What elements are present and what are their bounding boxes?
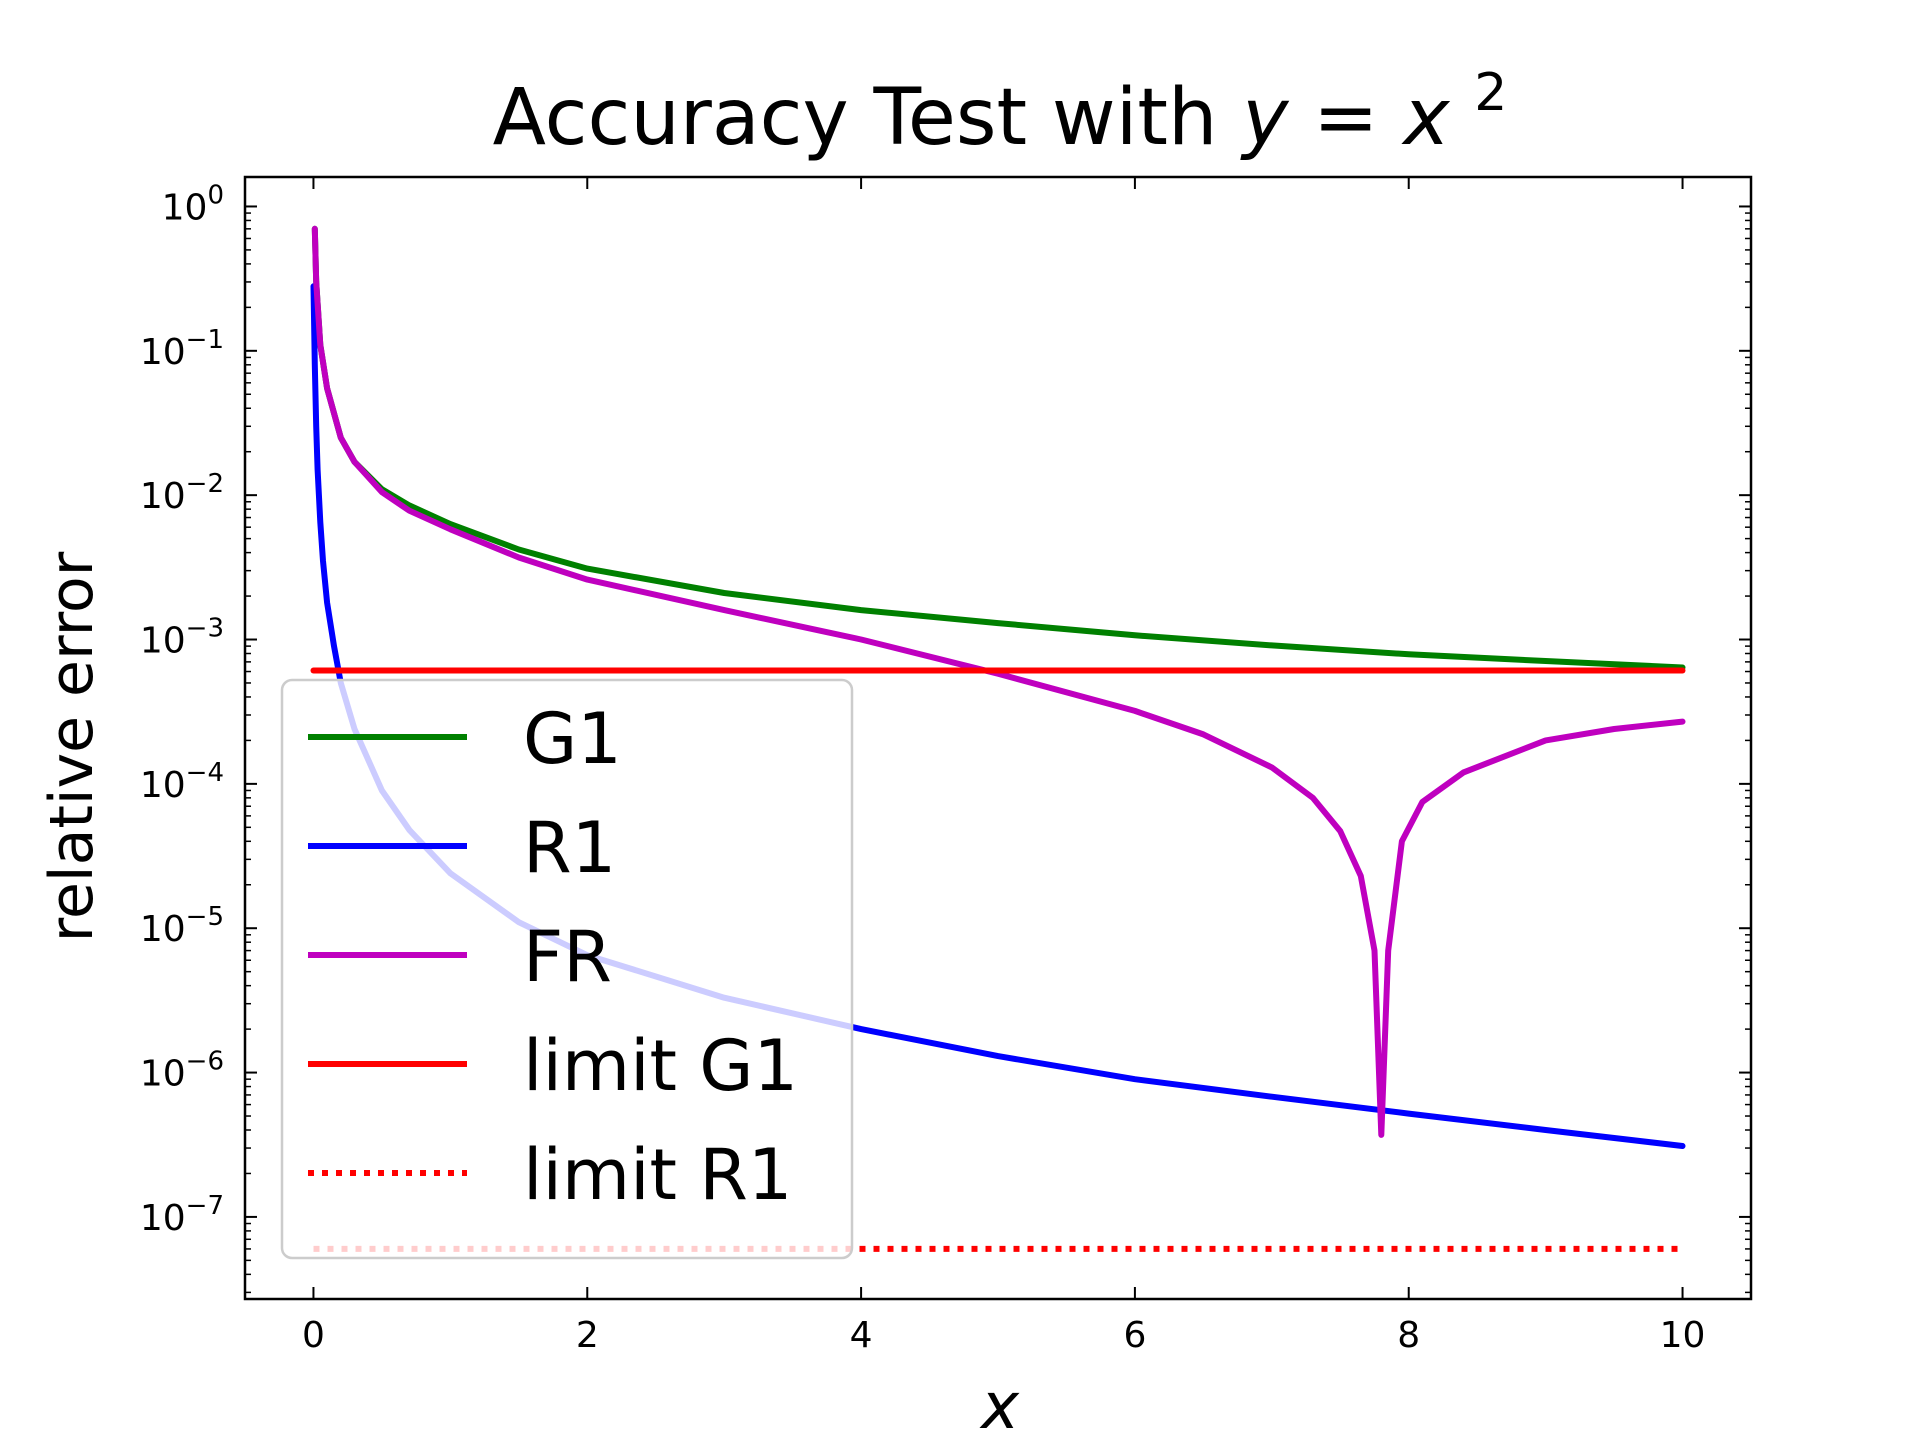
x-tick-label: 6 [1123,1315,1146,1356]
legend: G1 R1 FR limit G1 limit R1 [280,678,854,1260]
legend-label-fr: FR [523,916,612,998]
chart-title-math-eq: = [1313,73,1403,163]
chart-title-math-exp: 2 [1474,63,1507,123]
legend-label-g1: G1 [523,698,622,780]
plot-frame [243,175,1753,1301]
y-tick-label: 10−3 [140,614,224,662]
x-tick-label: 8 [1397,1315,1420,1356]
x-tick-label: 4 [850,1315,873,1356]
y-axis-label: relative error [37,551,107,942]
x-axis-label: x [979,1370,1020,1440]
legend-label-r1: R1 [523,807,616,889]
series-line-fr [311,225,1686,1138]
y-tick-label: 100 [162,180,224,228]
x-tick-label: 10 [1660,1315,1706,1356]
legend-label-limit-g1: limit G1 [523,1025,798,1107]
y-tick-label: 10−6 [140,1047,224,1095]
legend-box [280,678,854,1260]
chart-title-math-x: x [1400,73,1450,163]
x-tick-label: 2 [576,1315,599,1356]
y-tick-label: 10−2 [140,469,224,517]
y-tick-label: 10−1 [140,325,224,373]
y-tick-label: 10−4 [140,758,224,806]
legend-label-limit-r1: limit R1 [523,1134,792,1216]
series-line-g1 [311,225,1686,671]
ticks-layer: 0 2 4 6 8 10 100 10−1 10−2 10−3 10−4 10−5 10−6 10−7 [140,177,1751,1356]
x-tick-label: 0 [302,1315,325,1356]
y-tick-label: 10−5 [140,902,224,950]
y-tick-label: 10−7 [140,1191,224,1239]
chart-title-text: Accuracy Test with [493,73,1243,163]
chart-title: Accuracy Test with y = x 2 [493,63,1508,163]
chart-title-math-y: y [1240,73,1290,163]
